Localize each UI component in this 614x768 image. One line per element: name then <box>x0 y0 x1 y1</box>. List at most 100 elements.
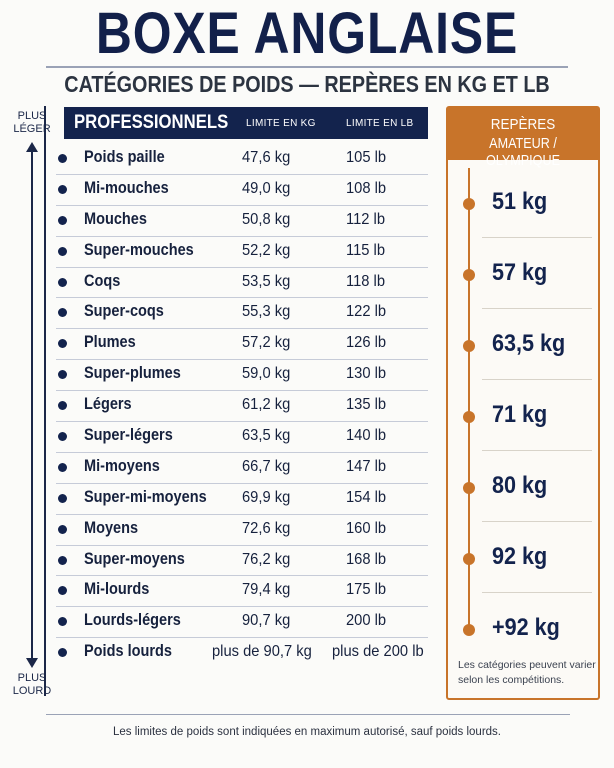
axis-bottom-line1: PLUS <box>17 672 47 684</box>
table-row: Mi-lourds 79,4 kg 175 lb <box>56 576 428 608</box>
col-header-lb: LIMITE EN LB <box>346 118 414 129</box>
limit-lb: 115 lb <box>346 241 386 259</box>
axis-top-line2: LÉGER <box>13 123 51 135</box>
bullet-dot-icon <box>58 432 67 442</box>
weight-axis-line <box>31 150 33 660</box>
timeline-dot-icon <box>463 198 475 210</box>
limit-kg: 66,7 kg <box>242 457 291 475</box>
bullet-dot-icon <box>58 215 67 225</box>
col-header-kg: LIMITE EN KG <box>246 118 316 129</box>
amateur-item: 57 kg <box>448 239 598 309</box>
bullet-dot-icon <box>58 586 67 596</box>
amateur-separator <box>482 521 592 522</box>
table-row: Super-plumes 59,0 kg 130 lb <box>56 360 428 392</box>
limit-lb: 108 lb <box>346 179 387 197</box>
limit-kg: 50,8 kg <box>242 210 291 228</box>
timeline-dot-icon <box>463 624 475 636</box>
table-row: Moyens 72,6 kg 160 lb <box>56 515 428 546</box>
category-name: Mi-mouches <box>84 178 169 197</box>
amateur-separator <box>482 450 592 451</box>
limit-lb: 130 lb <box>346 365 387 383</box>
bullet-dot-icon <box>58 370 67 380</box>
table-row: Super-mouches 52,2 kg 115 lb <box>56 237 428 268</box>
bullet-dot-icon <box>58 246 67 256</box>
amateur-value: 92 kg <box>492 543 548 570</box>
limit-kg: 55,3 kg <box>242 303 291 321</box>
limit-kg: 47,6 kg <box>242 149 291 166</box>
limit-kg: 72,6 kg <box>242 519 291 537</box>
title-divider <box>46 66 568 68</box>
limit-lb: 122 lb <box>346 303 387 321</box>
amateur-separator <box>482 592 592 593</box>
category-name: Poids lourds <box>84 642 172 661</box>
bullet-dot-icon <box>58 555 67 565</box>
category-name: Super-plumes <box>84 364 181 383</box>
amateur-value: 51 kg <box>492 188 548 215</box>
table-row: Mi-mouches 49,0 kg 108 lb <box>56 175 428 206</box>
category-name: Super-légers <box>84 426 173 445</box>
category-name: Super-moyens <box>84 549 185 568</box>
category-name: Mi-lourds <box>84 580 150 599</box>
bullet-dot-icon <box>58 154 67 163</box>
limit-lb: 147 lb <box>346 457 387 475</box>
bullet-dot-icon <box>58 339 67 349</box>
amateur-separator <box>482 379 592 380</box>
amateur-note: Les catégories peuvent varier selon les … <box>458 659 596 686</box>
table-row: Poids lourds plus de 90,7 kg plus de 200 l… <box>56 638 428 669</box>
category-name: Plumes <box>84 333 136 352</box>
amateur-panel: REPÈRES AMATEUR / OLYMPIQUE 51 kg 57 kg 63… <box>446 106 600 700</box>
bullet-dot-icon <box>58 184 67 194</box>
amateur-timeline-line <box>468 168 470 630</box>
table-row: Coqs 53,5 kg 118 lb <box>56 268 428 299</box>
arrow-up-icon <box>26 142 38 152</box>
axis-top-label: PLUS LÉGER <box>12 110 52 136</box>
limit-kg: 59,0 kg <box>242 365 291 383</box>
bullet-dot-icon <box>58 493 67 503</box>
bullet-dot-icon <box>58 524 67 534</box>
limit-lb: 118 lb <box>346 272 386 290</box>
category-name: Moyens <box>84 518 139 537</box>
arrow-down-icon <box>26 658 38 668</box>
timeline-dot-icon <box>463 340 475 352</box>
amateur-header-line2: AMATEUR / OLYMPIQUE <box>486 135 560 169</box>
limit-kg: 79,4 kg <box>242 581 291 599</box>
limit-lb: 105 lb <box>346 149 387 166</box>
limit-lb: 112 lb <box>346 210 386 228</box>
footnote: Les limites de poids sont indiquées en m… <box>112 726 501 738</box>
timeline-dot-icon <box>463 269 475 281</box>
amateur-header-line1: REPÈRES <box>490 116 556 133</box>
limit-kg: 69,9 kg <box>242 488 291 506</box>
bullet-dot-icon <box>58 648 67 658</box>
limit-lb: 168 lb <box>346 550 387 568</box>
table-row: Plumes 57,2 kg 126 lb <box>56 329 428 361</box>
pro-table-header: PROFESSIONNELS LIMITE EN KG LIMITE EN LB <box>64 107 428 139</box>
category-name: Lourds-légers <box>84 611 181 630</box>
amateur-item: 80 kg <box>448 452 598 522</box>
limit-kg: plus de 90,7 kg <box>212 643 312 661</box>
category-name: Super-mouches <box>84 240 194 259</box>
limit-kg: 90,7 kg <box>242 612 291 630</box>
category-name: Poids paille <box>84 148 165 166</box>
footer-divider <box>46 714 570 715</box>
limit-kg: 57,2 kg <box>242 334 291 352</box>
limit-lb: 140 lb <box>346 427 387 445</box>
limit-lb: 160 lb <box>346 519 387 537</box>
amateur-item: 92 kg <box>448 523 598 593</box>
limit-kg: 63,5 kg <box>242 427 291 445</box>
amateur-header: REPÈRES AMATEUR / OLYMPIQUE <box>448 108 598 169</box>
amateur-value: 57 kg <box>492 259 548 286</box>
table-row: Super-légers 63,5 kg 140 lb <box>56 422 428 453</box>
timeline-dot-icon <box>463 411 475 423</box>
amateur-item: +92 kg <box>448 594 598 664</box>
amateur-value: 63,5 kg <box>492 330 566 357</box>
pro-table-body: Poids paille 47,6 kg 105 lb Mi-mouches 49,0 … <box>56 144 428 669</box>
table-row: Super-mi-moyens 69,9 kg 154 lb <box>56 484 428 515</box>
bullet-dot-icon <box>58 308 67 318</box>
limit-kg: 53,5 kg <box>242 272 291 290</box>
limit-kg: 52,2 kg <box>242 241 291 259</box>
bullet-dot-icon <box>58 462 67 472</box>
axis-bottom-label: PLUS LOURD <box>12 672 52 698</box>
limit-kg: 61,2 kg <box>242 396 291 414</box>
page-title: BOXE ANGLAISE <box>95 1 519 66</box>
page-subtitle: CATÉGORIES DE POIDS — REPÈRES EN KG ET L… <box>64 71 550 97</box>
